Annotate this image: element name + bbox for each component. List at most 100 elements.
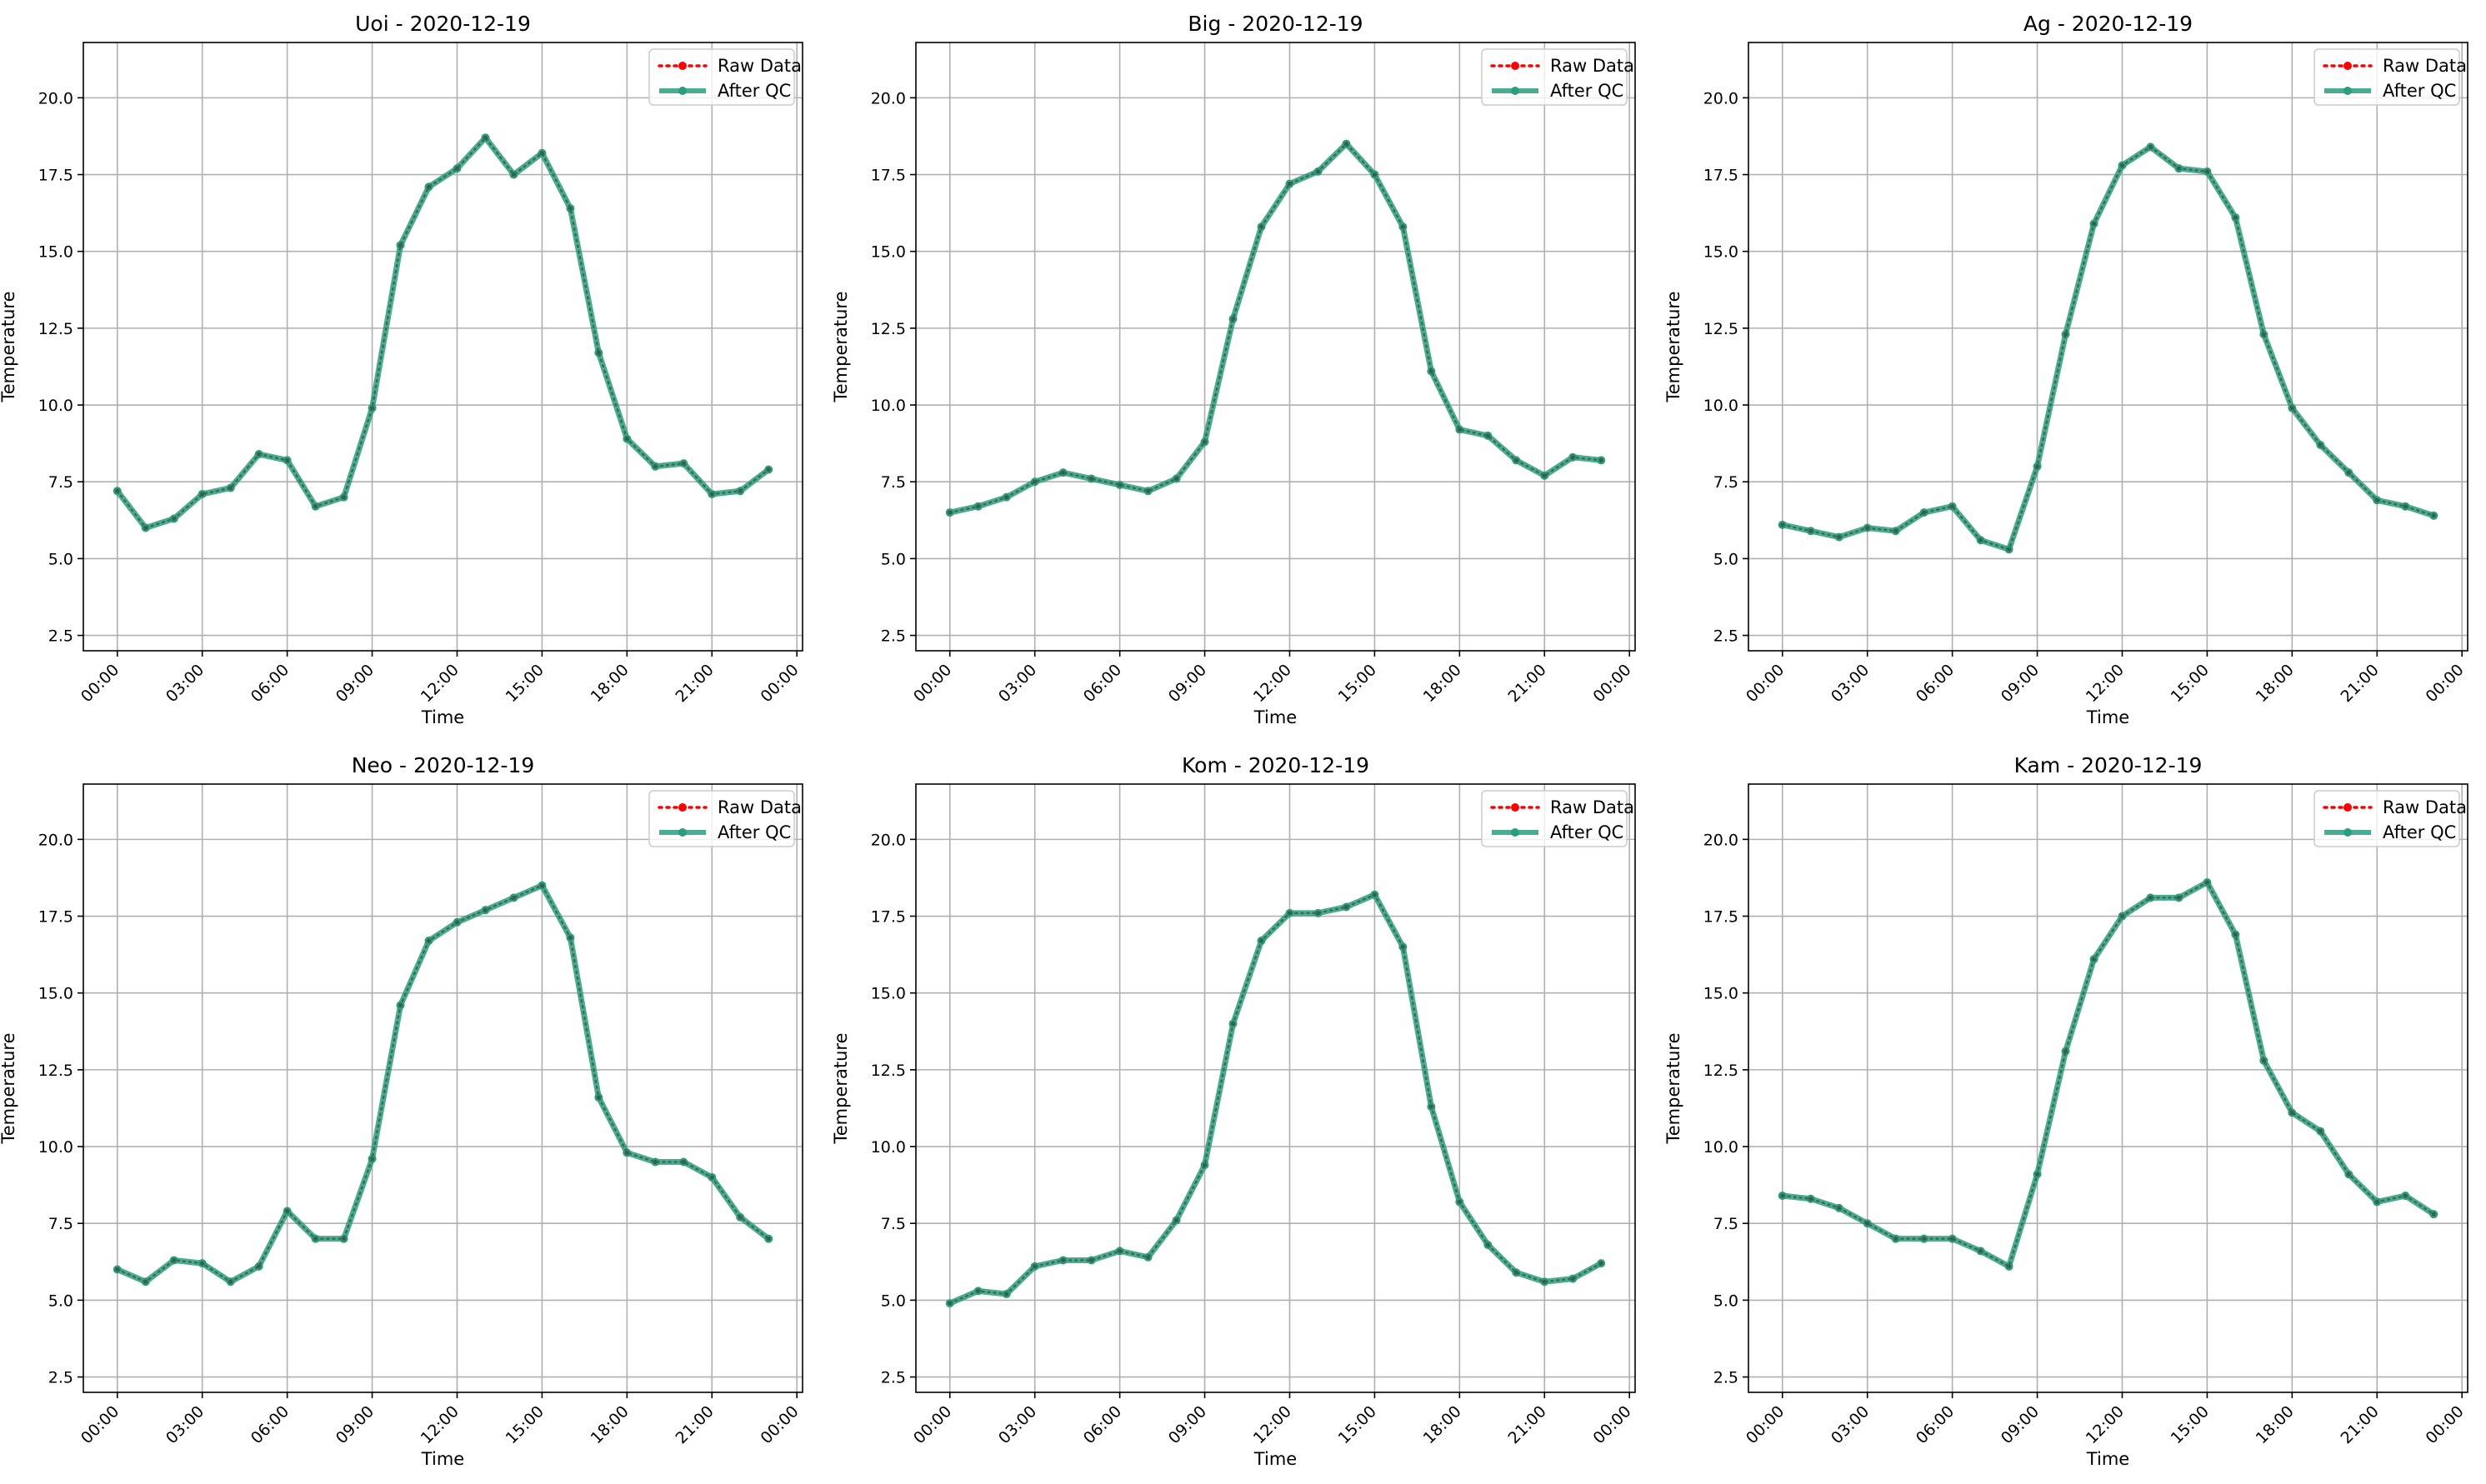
x-tick-label: 12:00 — [1250, 661, 1295, 706]
legend: Raw Data After QC — [1481, 790, 1634, 847]
raw-data-point — [624, 437, 629, 442]
raw-data-point — [172, 1257, 177, 1263]
raw-data-point — [1865, 525, 1870, 531]
y-tick-label: 15.0 — [38, 243, 73, 262]
x-axis-label: Time — [421, 1449, 464, 1469]
raw-data-point — [2403, 1193, 2408, 1198]
y-tick-label: 17.5 — [1703, 908, 1738, 927]
raw-data-point — [1033, 479, 1038, 484]
x-tick-label: 06:00 — [248, 661, 293, 706]
legend-qc-marker — [678, 87, 687, 95]
raw-data-point — [2261, 1058, 2266, 1063]
raw-data-point — [2233, 932, 2238, 937]
x-tick-label: 12:00 — [2083, 1402, 2128, 1447]
raw-data-point — [341, 1237, 347, 1242]
raw-data-point — [1202, 1162, 1208, 1167]
raw-data-point — [1513, 457, 1518, 463]
x-tick-label: 12:00 — [418, 661, 463, 706]
y-axis-label: Temperature — [0, 291, 18, 402]
raw-data-point — [766, 467, 771, 472]
raw-data-point — [1400, 224, 1405, 229]
x-tick-label: 03:00 — [163, 1402, 208, 1447]
x-tick-label: 03:00 — [163, 661, 208, 706]
x-tick-label: 15:00 — [1335, 661, 1380, 706]
raw-data-point — [976, 1288, 981, 1293]
raw-data-point — [2431, 513, 2436, 518]
raw-data-point — [568, 935, 573, 940]
raw-data-point — [2374, 1199, 2379, 1205]
raw-data-point — [2204, 880, 2210, 885]
x-tick-label: 18:00 — [588, 661, 633, 706]
subplot-title: Ag - 2020-12-19 — [2023, 12, 2193, 36]
raw-data-point — [1089, 1257, 1094, 1263]
raw-data-point — [1173, 1217, 1179, 1223]
raw-data-point — [2063, 332, 2068, 337]
y-tick-label: 5.0 — [48, 1292, 73, 1310]
series-after-qc-line — [116, 882, 771, 1285]
x-axis-label: Time — [2086, 1449, 2129, 1469]
raw-data-point — [1598, 457, 1603, 463]
y-tick-label: 20.0 — [1703, 831, 1738, 849]
series-raw-data-line — [1781, 881, 2435, 1268]
y-tick-label: 5.0 — [881, 1292, 906, 1310]
raw-data-point — [1837, 1206, 1842, 1211]
raw-data-point — [2148, 895, 2153, 901]
x-axis-label: Time — [2086, 707, 2129, 727]
raw-data-point — [257, 1264, 262, 1269]
legend-label-raw-data: Raw Data — [2383, 56, 2467, 76]
y-tick-label: 12.5 — [38, 320, 73, 338]
legend-label-after-qc: After QC — [718, 822, 791, 842]
x-tick-label: 09:00 — [1165, 1402, 1210, 1447]
x-axis-label: Time — [1253, 1449, 1297, 1469]
y-tick-label: 10.0 — [871, 397, 906, 415]
legend-raw-marker — [678, 803, 687, 812]
y-tick-label: 20.0 — [1703, 89, 1738, 107]
x-tick-label: 00:00 — [2422, 661, 2467, 706]
raw-data-point — [1343, 904, 1349, 910]
y-tick-label: 2.5 — [48, 1369, 73, 1387]
y-tick-label: 5.0 — [48, 550, 73, 568]
subplot-title: Neo - 2020-12-19 — [352, 753, 535, 777]
raw-data-point — [2289, 1110, 2294, 1116]
x-tick-label: 00:00 — [1743, 1402, 1788, 1447]
x-tick-label: 00:00 — [910, 1402, 955, 1447]
raw-data-point — [1780, 522, 1785, 527]
raw-data-point — [1570, 455, 1575, 460]
raw-data-point — [2091, 957, 2097, 962]
raw-data-point — [228, 1279, 233, 1284]
x-tick-label: 12:00 — [1250, 1402, 1295, 1447]
x-tick-label: 00:00 — [1743, 661, 1788, 706]
y-tick-label: 10.0 — [871, 1138, 906, 1157]
y-tick-label: 2.5 — [881, 1369, 906, 1387]
legend: Raw Data After QC — [648, 790, 802, 847]
raw-data-point — [653, 464, 658, 469]
raw-data-point — [369, 1157, 375, 1162]
raw-data-point — [1598, 1261, 1603, 1266]
legend-raw-marker — [1511, 803, 1519, 812]
raw-data-point — [1343, 142, 1349, 147]
raw-data-point — [596, 350, 601, 355]
y-tick-label: 15.0 — [871, 243, 906, 262]
legend-raw-marker — [678, 62, 687, 70]
raw-data-point — [2119, 162, 2125, 168]
x-tick-label: 21:00 — [2338, 661, 2383, 706]
axes-frame — [915, 42, 1636, 652]
legend: Raw Data After QC — [1481, 48, 1634, 106]
raw-data-point — [2261, 332, 2266, 337]
raw-data-point — [738, 1215, 743, 1220]
raw-data-point — [2318, 1129, 2323, 1134]
raw-data-point — [1287, 911, 1293, 916]
raw-data-point — [1808, 1197, 1813, 1202]
raw-data-point — [1061, 470, 1066, 475]
raw-data-point — [1230, 1021, 1236, 1027]
raw-data-point — [115, 488, 120, 493]
raw-data-point — [1978, 537, 1983, 542]
raw-data-point — [2204, 169, 2210, 174]
raw-data-point — [285, 457, 290, 463]
raw-data-point — [2148, 144, 2153, 149]
raw-data-point — [948, 1301, 953, 1306]
legend-label-after-qc: After QC — [718, 81, 791, 101]
y-tick-label: 12.5 — [38, 1062, 73, 1080]
raw-data-point — [1485, 433, 1490, 438]
raw-data-point — [2318, 442, 2323, 447]
